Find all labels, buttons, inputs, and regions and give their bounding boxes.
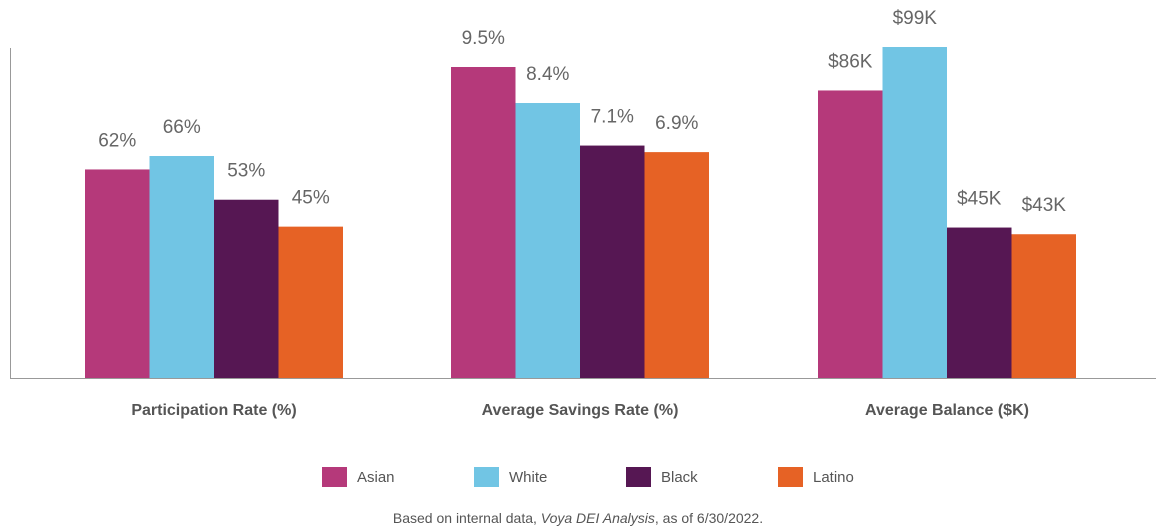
value-label: 66%	[163, 117, 201, 138]
value-label: 6.9%	[655, 113, 698, 134]
bar	[882, 47, 947, 378]
value-label: 53%	[227, 161, 265, 182]
bar	[278, 226, 343, 378]
legend-swatch	[474, 467, 499, 487]
footnote-source: Voya DEI Analysis	[541, 510, 655, 526]
value-label: 9.5%	[462, 28, 505, 49]
bar	[1011, 234, 1076, 378]
bar	[644, 152, 709, 378]
value-label: 62%	[98, 130, 136, 151]
footnote-text: Based on internal data,	[393, 510, 541, 526]
bar	[947, 227, 1012, 378]
bar	[451, 67, 516, 378]
bar	[818, 90, 883, 378]
legend-swatch	[322, 467, 347, 487]
legend-swatch	[626, 467, 651, 487]
bar	[214, 199, 279, 378]
legend-label: Asian	[357, 469, 395, 486]
value-label: $86K	[828, 51, 873, 72]
category-label: Average Balance ($K)	[865, 402, 1029, 419]
value-label: $99K	[893, 8, 938, 29]
legend-label: Latino	[813, 469, 854, 486]
bar	[580, 145, 645, 378]
legend-swatch	[778, 467, 803, 487]
footnote: Based on internal data, Voya DEI Analysi…	[393, 510, 763, 526]
bar	[149, 156, 214, 378]
footnote-text: , as of 6/30/2022.	[655, 510, 763, 526]
value-label: $43K	[1022, 195, 1067, 216]
bar	[515, 103, 580, 378]
value-label: 7.1%	[591, 107, 634, 128]
category-label: Average Savings Rate (%)	[482, 402, 679, 419]
legend-label: Black	[661, 469, 698, 486]
legend-label: White	[509, 469, 547, 486]
value-label: $45K	[957, 189, 1002, 210]
bar	[85, 169, 150, 378]
value-label: 8.4%	[526, 64, 569, 85]
value-label: 45%	[292, 188, 330, 209]
category-label: Participation Rate (%)	[131, 402, 296, 419]
